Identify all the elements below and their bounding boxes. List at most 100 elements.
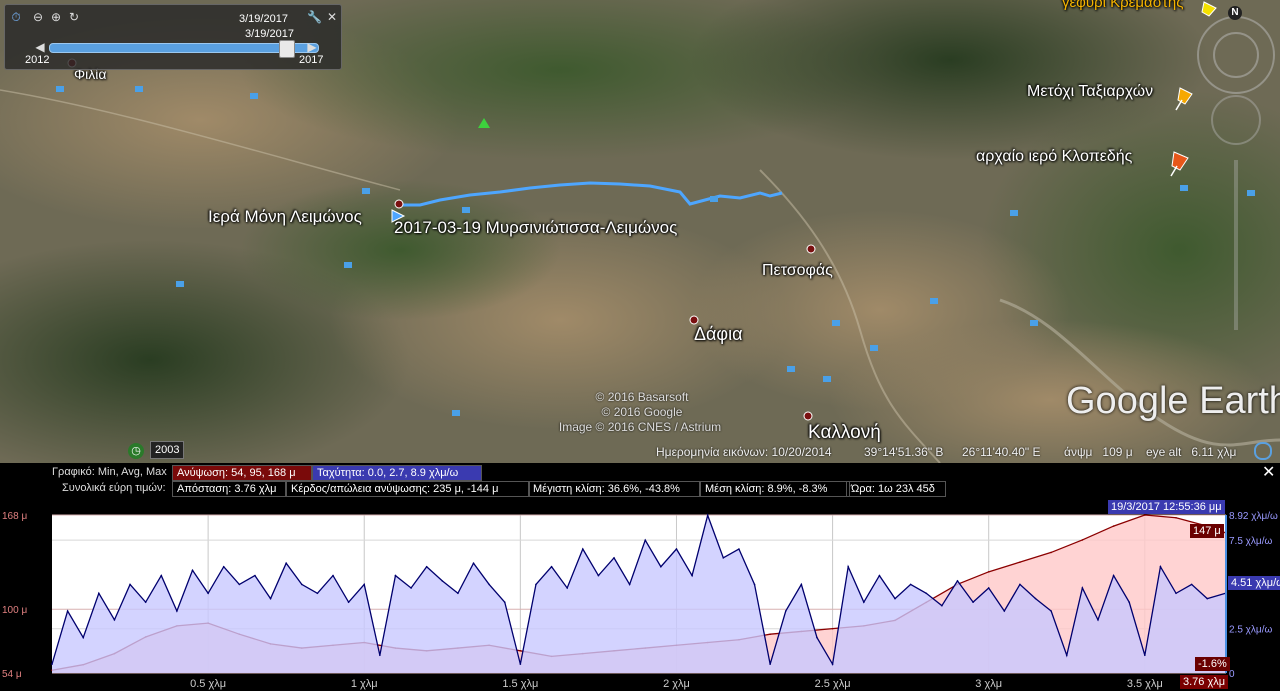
refresh-icon[interactable]: ↻ (68, 10, 80, 24)
speed-series-area (52, 515, 1226, 673)
speed-series-point (113, 619, 116, 621)
speed-series-point (1159, 565, 1162, 568)
speed-series-point (987, 587, 990, 589)
place-label-petsofas[interactable]: Πετσοφάς (762, 262, 833, 279)
speed-series-point (550, 565, 553, 568)
speed-series-point (269, 597, 272, 600)
y-right-tick-label: 7.5 χλμ/ω (1229, 536, 1272, 547)
map-view[interactable]: Φιλία Ιερά Μόνη Λειμώνος 2017-03-19 Μυρσ… (0, 0, 1280, 463)
x-tick-label: 3.5 χλμ (1127, 678, 1163, 690)
time-slider-track[interactable] (49, 40, 319, 58)
time-forward-icon[interactable]: ▶ (307, 40, 317, 54)
speed-series-point (535, 583, 537, 586)
elevation-series-toggle[interactable]: Ανύψωση: 54, 95, 168 μ (172, 465, 312, 481)
speed-series-point (1034, 597, 1037, 600)
speed-series-point (238, 583, 241, 586)
speed-series-point (956, 580, 959, 582)
speed-series-point (129, 583, 131, 586)
speed-series-point (1175, 592, 1177, 595)
close-profile-icon[interactable]: ✕ (1262, 464, 1276, 481)
x-tick-label: 2.5 χλμ (815, 678, 851, 690)
x-tick-label: 1.5 χλμ (502, 678, 538, 690)
speed-series-point (566, 587, 568, 589)
streaming-indicator-icon (1254, 442, 1272, 460)
speed-series-point (160, 574, 163, 577)
elevation-series-point (1175, 516, 1177, 519)
speed-series-point (488, 583, 490, 586)
place-label-monastery[interactable]: Ιερά Μόνη Λειμώνος (208, 207, 362, 226)
elevation-speed-chart[interactable]: 0.5 χλμ 1 χλμ 1.5 χλμ 2 χλμ 2.5 χλμ 3 χλμ 3.5 … (0, 463, 1280, 691)
time-slider-panel: ⏱ ⊖ ⊕ ↻ 3/19/2017 🔧 ✕ 3/19/2017 ◀ ▶ 2012… (4, 4, 342, 70)
longitude: 26°11'40.40" Ε (962, 445, 1041, 459)
wrench-icon[interactable]: 🔧 (307, 10, 322, 24)
speed-series-point (925, 592, 928, 595)
latitude: 39°14'51.36" Β (864, 445, 944, 459)
speed-series-point (1050, 610, 1052, 612)
speed-series-point (675, 548, 678, 550)
attribution-google: © 2016 Google (601, 405, 683, 419)
elevation-series-point (831, 627, 834, 630)
place-label-klopedi[interactable]: αρχαίο ιερό Κλοπεδής (976, 148, 1133, 165)
speed-series-point (1112, 574, 1115, 577)
clock-icon[interactable]: ⏱ (11, 10, 21, 24)
historical-clock-icon[interactable]: ◷ (128, 443, 144, 459)
speed-series-point (176, 610, 178, 612)
speed-series-point (82, 636, 85, 639)
speed-series-point (457, 592, 459, 595)
time-date-current: 3/19/2017 (245, 28, 294, 40)
zoom-out-time-icon[interactable]: ⊖ (32, 10, 44, 24)
speed-series-point (800, 583, 803, 586)
time-slider-handle[interactable] (278, 40, 295, 58)
place-label-filia[interactable]: Φιλία (74, 66, 107, 82)
x-tick-label: 0.5 χλμ (190, 678, 226, 690)
speed-series-point (831, 663, 834, 665)
speed-series-point (347, 601, 350, 603)
speed-series-point (816, 636, 818, 639)
place-label-metochi[interactable]: Μετόχι Ταξιαρχών (1027, 83, 1154, 100)
graph-label: Γραφικό: Min, Avg, Max (52, 466, 167, 478)
time-year-start: 2012 (25, 54, 50, 66)
stat-avg-slope: Μέση κλίση: 8.9%, -8.3% (700, 481, 850, 497)
close-time-icon[interactable]: ✕ (326, 10, 338, 24)
y-right-tick-label: 8.92 χλμ/ω (1229, 511, 1278, 522)
speed-series-point (1019, 583, 1021, 586)
speed-series-point (691, 574, 693, 577)
speed-series-point (425, 565, 428, 568)
place-label-dafia[interactable]: Δάφια (694, 324, 743, 344)
zoom-in-time-icon[interactable]: ⊕ (50, 10, 62, 24)
speed-series-point (207, 592, 209, 595)
speed-series-point (472, 562, 475, 564)
speed-series-point (972, 601, 974, 603)
timestamp-badge: 19/3/2017 12:55:36 μμ (1108, 500, 1225, 514)
speed-series-point (1097, 619, 1099, 621)
speed-series-point (98, 592, 100, 595)
speed-series-point (1190, 583, 1193, 586)
speed-series-point (144, 601, 147, 603)
speed-series-point (909, 583, 912, 586)
attribution-basarsoft: © 2016 Basarsoft (595, 390, 689, 404)
elevation-profile-panel: Γραφικό: Min, Avg, Max Ανύψωση: 54, 95, … (0, 463, 1280, 691)
historical-year-badge[interactable]: 2003 (150, 441, 185, 459)
speed-series-point (503, 601, 506, 603)
speed-series-toggle[interactable]: Ταχύτητα: 0.0, 2.7, 8.9 χλμ/ω (312, 465, 482, 481)
speed-series-point (285, 562, 287, 564)
place-label-kalloni[interactable]: Καλλονή (808, 422, 881, 443)
speed-series-point (1128, 601, 1131, 603)
speed-series-point (847, 565, 849, 568)
stat-distance: Απόσταση: 3.76 χλμ (172, 481, 286, 497)
track-label[interactable]: 2017-03-19 Μυρσινιώτισσα-Λειμώνος (394, 218, 678, 237)
y-left-tick-label: 54 μ (2, 669, 22, 680)
speed-series-point (628, 583, 631, 586)
speed-series-point (441, 580, 444, 582)
time-back-icon[interactable]: ◀ (35, 40, 45, 54)
speed-series-point (706, 514, 709, 517)
speed-series-point (394, 574, 397, 577)
compass-north-button[interactable]: N (1228, 6, 1242, 20)
place-label-gefyri[interactable]: γεφύρι Κρεμαστής (1062, 0, 1184, 11)
time-date-top: 3/19/2017 (239, 13, 288, 25)
gps-track-line[interactable] (400, 181, 783, 207)
elevation-series-point (769, 633, 771, 635)
y-right-tick-label: 0 (1229, 669, 1235, 680)
speed-series-line (51, 513, 1227, 667)
current-distance-tag: 3.76 χλμ (1180, 675, 1229, 689)
